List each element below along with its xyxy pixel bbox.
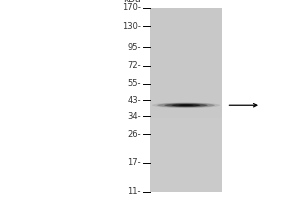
Text: 55-: 55- bbox=[128, 79, 141, 88]
Text: 72-: 72- bbox=[128, 61, 141, 70]
Ellipse shape bbox=[164, 103, 208, 107]
Ellipse shape bbox=[179, 105, 193, 106]
Bar bbox=[150, 8, 222, 192]
Text: 34-: 34- bbox=[128, 112, 141, 121]
Text: 170-: 170- bbox=[122, 3, 141, 12]
Text: 1: 1 bbox=[183, 0, 189, 1]
Ellipse shape bbox=[157, 103, 215, 108]
Ellipse shape bbox=[172, 104, 200, 106]
Text: kDa: kDa bbox=[123, 0, 141, 4]
Text: 17-: 17- bbox=[128, 158, 141, 167]
Text: 43-: 43- bbox=[128, 96, 141, 105]
Text: 11-: 11- bbox=[128, 188, 141, 196]
Text: 130-: 130- bbox=[122, 22, 141, 31]
Text: 95-: 95- bbox=[128, 43, 141, 52]
Bar bbox=[150, 118, 222, 192]
Text: 26-: 26- bbox=[128, 130, 141, 139]
Ellipse shape bbox=[152, 102, 220, 108]
